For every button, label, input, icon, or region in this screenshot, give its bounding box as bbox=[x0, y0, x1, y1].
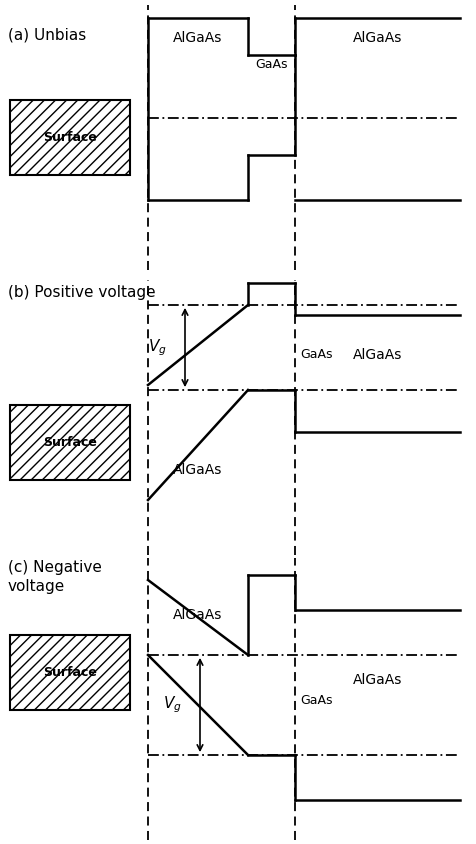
Bar bbox=[10, 635, 130, 710]
Text: AlGaAs: AlGaAs bbox=[352, 31, 401, 45]
Text: Surface: Surface bbox=[43, 666, 97, 679]
Text: $V_g$: $V_g$ bbox=[147, 338, 166, 358]
Bar bbox=[10, 405, 130, 480]
Bar bbox=[10, 100, 130, 175]
Text: GaAs: GaAs bbox=[299, 349, 332, 361]
Text: $V_g$: $V_g$ bbox=[162, 695, 181, 716]
Text: AlGaAs: AlGaAs bbox=[352, 348, 401, 362]
Text: AlGaAs: AlGaAs bbox=[173, 31, 222, 45]
Text: AlGaAs: AlGaAs bbox=[173, 608, 222, 622]
Text: Surface: Surface bbox=[43, 436, 97, 449]
Text: (a) Unbias: (a) Unbias bbox=[8, 28, 86, 43]
Text: GaAs: GaAs bbox=[299, 694, 332, 706]
Text: GaAs: GaAs bbox=[255, 58, 287, 72]
Text: (c) Negative
voltage: (c) Negative voltage bbox=[8, 560, 102, 593]
Text: AlGaAs: AlGaAs bbox=[173, 463, 222, 477]
Text: AlGaAs: AlGaAs bbox=[352, 673, 401, 687]
Text: (b) Positive voltage: (b) Positive voltage bbox=[8, 285, 155, 300]
Text: Surface: Surface bbox=[43, 131, 97, 144]
